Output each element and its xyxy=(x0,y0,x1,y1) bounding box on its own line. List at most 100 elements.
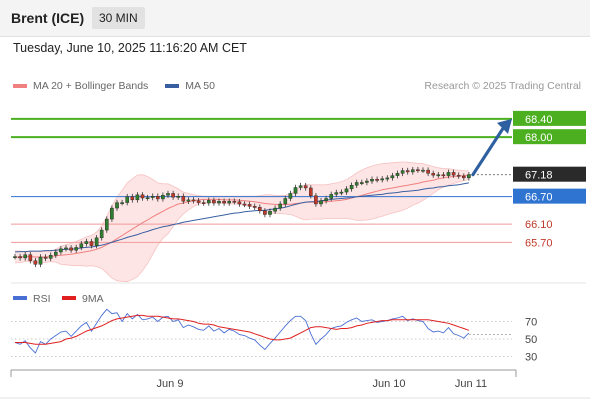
candle-down xyxy=(222,201,226,204)
ma9-legend-swatch xyxy=(62,296,76,300)
candle-up xyxy=(206,200,211,204)
candle-up xyxy=(104,218,109,231)
candle-up xyxy=(436,174,441,177)
candle-up xyxy=(370,179,374,182)
candle-down xyxy=(232,201,237,203)
rsi-tick-label: 50 xyxy=(525,334,537,346)
rsi-legend-swatch xyxy=(13,296,27,300)
candle-up xyxy=(334,192,339,195)
candle-up xyxy=(278,203,283,209)
legend-ma50: MA 50 xyxy=(165,80,215,92)
candle-up xyxy=(94,237,99,246)
rsi-panel: RSI 9MA 70 50 30 xyxy=(11,282,586,364)
candle-up xyxy=(293,187,298,194)
candle-up xyxy=(166,193,170,196)
bollinger-bands xyxy=(14,161,469,283)
forecast-arrow-head xyxy=(497,118,512,134)
candle-up xyxy=(324,198,328,201)
candle-up xyxy=(13,256,17,258)
candle-up xyxy=(161,195,165,200)
candle-up xyxy=(99,229,104,239)
candle-up xyxy=(217,201,221,204)
price-tag-resistance xyxy=(513,129,586,145)
candle-up xyxy=(360,182,364,184)
candle-down xyxy=(43,256,48,259)
moving-averages xyxy=(14,174,469,258)
candle-up xyxy=(48,255,53,259)
rsi-legend-label: RSI xyxy=(33,293,51,305)
candle-up xyxy=(288,193,293,199)
candle-down xyxy=(155,195,160,200)
candle-down xyxy=(451,172,456,176)
price-level-label: 68.00 xyxy=(525,132,553,144)
candle-up xyxy=(349,185,354,190)
candle-up xyxy=(38,256,43,265)
legend-ma50-label: MA 50 xyxy=(185,80,215,92)
price-level-label: 65.70 xyxy=(525,237,553,249)
candle-up xyxy=(385,177,390,180)
ma50-line xyxy=(14,182,469,253)
candle-down xyxy=(242,203,247,206)
price-level-label: 66.10 xyxy=(525,219,553,231)
price-tag-pivot xyxy=(513,188,586,204)
candle-up xyxy=(120,202,124,204)
candle-down xyxy=(416,169,420,172)
candle-down xyxy=(462,175,466,179)
candle-up xyxy=(273,207,277,212)
candle-up xyxy=(365,180,369,183)
candle-down xyxy=(130,196,135,201)
forecast-arrow xyxy=(471,118,512,177)
candle-down xyxy=(140,194,145,199)
price-tag-current xyxy=(513,166,586,182)
rsi-tick-label: 30 xyxy=(525,352,537,364)
legend-ma20-label: MA 20 + Bollinger Bands xyxy=(33,80,149,92)
price-level-label: 66.70 xyxy=(525,192,553,204)
candle-up xyxy=(59,248,63,253)
candle-up xyxy=(467,174,471,179)
candle-down xyxy=(89,241,94,246)
candle-down xyxy=(191,199,196,202)
candle-up xyxy=(79,243,84,248)
time-tick-label: Jun 10 xyxy=(372,378,405,390)
candle-down xyxy=(426,169,430,174)
candle-up xyxy=(354,182,359,186)
candle-up xyxy=(446,172,451,176)
candle-down xyxy=(196,200,201,203)
rsi-ma9-line xyxy=(15,314,470,345)
research-credit: Research © 2025 Trading Central xyxy=(424,80,581,92)
candle-down xyxy=(309,187,313,196)
candle-down xyxy=(181,195,186,202)
timeframe-button[interactable]: 30 MIN xyxy=(92,7,145,29)
legend-ma50-swatch xyxy=(165,84,180,89)
candle-down xyxy=(263,210,267,215)
legend-ma20: MA 20 + Bollinger Bands xyxy=(13,80,148,92)
candle-down xyxy=(237,201,242,205)
candle-down xyxy=(247,204,252,207)
candle-down xyxy=(431,173,436,176)
candle-down xyxy=(18,256,22,259)
candle-up xyxy=(115,202,119,209)
ma9-legend-label: 9MA xyxy=(82,293,104,305)
candle-up xyxy=(186,199,191,202)
price-levels xyxy=(11,117,512,243)
candle-down xyxy=(314,195,318,205)
candle-down xyxy=(258,206,262,212)
candle-up xyxy=(380,178,385,181)
candle-down xyxy=(171,193,175,198)
candle-up xyxy=(390,175,395,179)
candle-down xyxy=(212,200,216,204)
candle-up xyxy=(400,170,405,174)
candle-down xyxy=(303,185,308,189)
candle-down xyxy=(441,174,446,177)
candle-up xyxy=(135,194,140,201)
candle-up xyxy=(125,196,129,203)
candle-up xyxy=(344,188,349,193)
candle-down xyxy=(201,202,206,204)
candle-down xyxy=(375,179,379,181)
candle-up xyxy=(268,211,272,215)
instrument-title: Brent (ICE) xyxy=(11,10,85,26)
rsi-tick-label: 70 xyxy=(525,317,537,329)
price-tags: 68.40 68.00 67.18 66.70 66.10 65.70 xyxy=(513,110,586,249)
candle-down xyxy=(252,206,257,208)
